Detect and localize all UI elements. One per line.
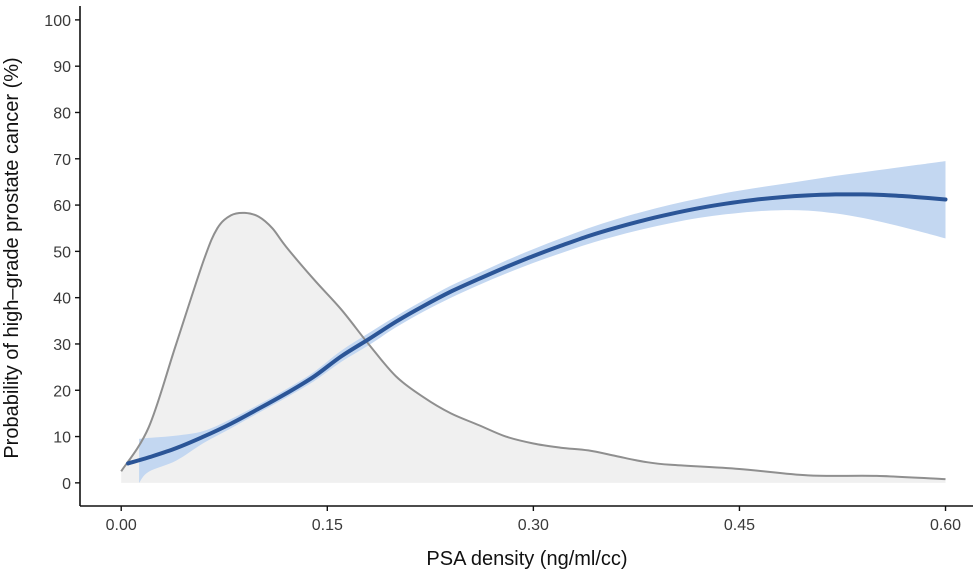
y-tick-label: 100	[44, 13, 71, 30]
x-tick-label: 0.60	[930, 517, 961, 534]
y-axis: 0 10 20 30 40 50 60 70 80 90 100	[44, 13, 80, 493]
x-axis: 0.00 0.15 0.30 0.45 0.60	[106, 506, 961, 534]
y-tick-label: 40	[53, 291, 71, 308]
y-tick-label: 90	[53, 59, 71, 76]
y-axis-title: Probability of high–grade prostate cance…	[1, 57, 23, 458]
x-axis-title: PSA density (ng/ml/cc)	[426, 548, 627, 570]
fitted-line	[126, 192, 948, 466]
x-tick-label: 0.00	[106, 517, 137, 534]
x-tick-label: 0.15	[312, 517, 343, 534]
density-area	[121, 212, 946, 483]
x-tick-label: 0.30	[518, 517, 549, 534]
y-tick-label: 60	[53, 198, 71, 215]
y-tick-label: 20	[53, 383, 71, 400]
y-tick-label: 10	[53, 430, 71, 447]
y-tick-label: 30	[53, 337, 71, 354]
y-tick-label: 0	[62, 476, 71, 493]
density-curve	[120, 211, 946, 481]
y-tick-label: 50	[53, 244, 71, 261]
y-tick-label: 70	[53, 152, 71, 169]
x-tick-label: 0.45	[724, 517, 755, 534]
y-tick-label: 80	[53, 105, 71, 122]
